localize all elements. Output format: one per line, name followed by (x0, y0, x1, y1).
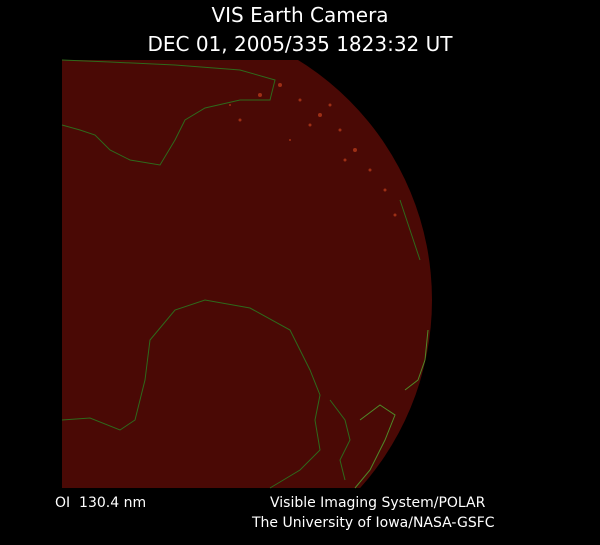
wavelength: OI 130.4 nm (55, 495, 146, 511)
title: VIS Earth Camera (211, 3, 388, 27)
earth-disk (61, 59, 432, 489)
earth-surface (62, 60, 432, 488)
instrument: Visible Imaging System/POLAR (270, 495, 486, 511)
coastlines (61, 59, 429, 489)
institution: The University of Iowa/NASA-GSFC (251, 515, 495, 531)
aurora-glow (229, 83, 397, 217)
timestamp: DEC 01, 2005/335 1823:32 UT (148, 32, 454, 56)
